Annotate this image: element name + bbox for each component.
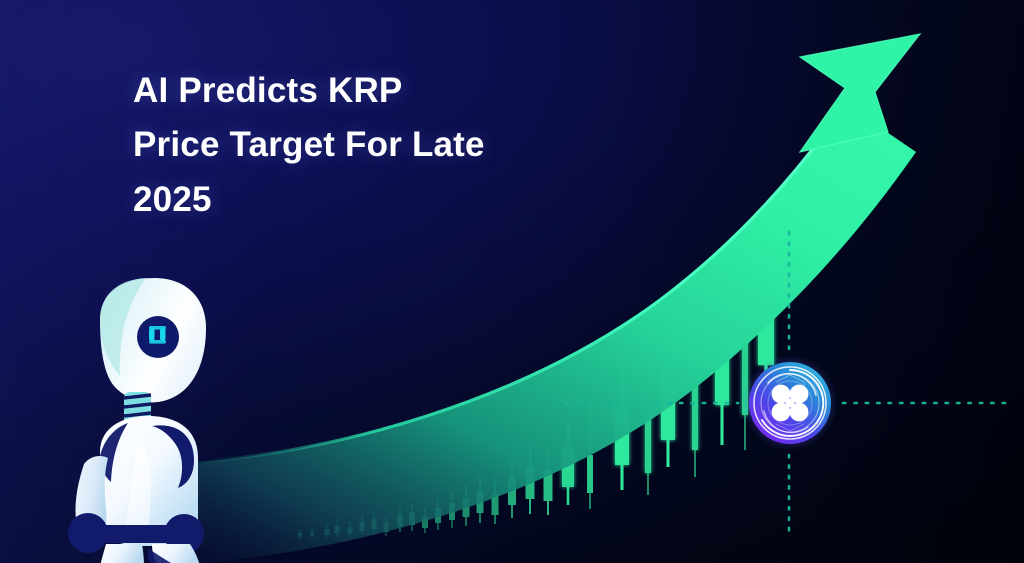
- grid-crosshair: [564, 230, 1012, 537]
- robot-torso: [100, 416, 198, 546]
- growth-arrow: [150, 33, 922, 563]
- ai-robot-mascot: [68, 278, 206, 563]
- page-title: AI Predicts KRP Price Target For Late 20…: [133, 71, 485, 219]
- robot-joints: [68, 513, 204, 554]
- coin-svg: [742, 355, 838, 451]
- xrp-coin-badge[interactable]: [742, 355, 838, 451]
- ripple-glyph: [771, 384, 809, 422]
- robot-head: [100, 278, 206, 403]
- robot-ear-disc: [137, 316, 179, 358]
- robot-legs: [100, 544, 200, 563]
- ai-face-icon: [149, 326, 166, 344]
